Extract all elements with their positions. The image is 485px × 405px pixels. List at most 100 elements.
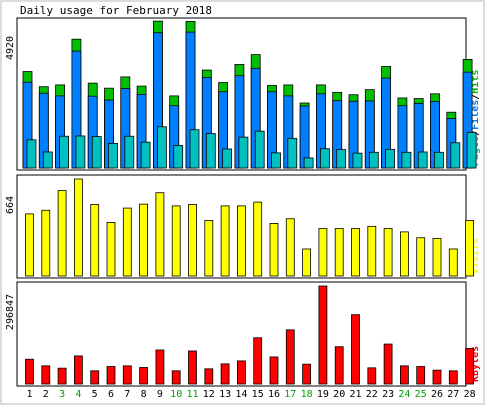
bar-visits-day-10 — [171, 205, 181, 277]
x-tick-label-day-8: 8 — [141, 389, 147, 400]
panel-legend: KBytes — [470, 346, 481, 382]
bar-pages-day-11 — [189, 129, 200, 169]
panel-max-label: 4920 — [5, 36, 16, 60]
x-tick-label-day-11: 11 — [186, 389, 198, 400]
bar-kbytes-day-1 — [25, 358, 34, 385]
x-tick-label-day-12: 12 — [203, 389, 215, 400]
x-tick-label-day-16: 16 — [268, 389, 280, 400]
bar-kbytes-day-24 — [399, 365, 409, 385]
bar-visits-day-28 — [465, 220, 475, 277]
x-tick-label-day-14: 14 — [235, 389, 247, 400]
bar-pages-day-27 — [450, 142, 461, 169]
bar-visits-day-11 — [188, 204, 197, 277]
bar-kbytes-day-10 — [171, 370, 181, 385]
bar-visits-day-2 — [41, 209, 51, 277]
bar-pages-day-19 — [319, 148, 330, 169]
x-tick-label-day-27: 27 — [447, 389, 459, 400]
bar-visits-day-22 — [367, 225, 377, 277]
bar-kbytes-day-12 — [204, 368, 214, 385]
x-tick-label-day-2: 2 — [43, 389, 49, 400]
bar-kbytes-day-16 — [269, 356, 279, 385]
bar-pages-day-28 — [466, 131, 477, 169]
panel-max-label: 296847 — [5, 294, 16, 330]
x-tick-label-day-7: 7 — [124, 389, 130, 400]
x-tick-label-day-6: 6 — [108, 389, 114, 400]
panel-frame — [16, 281, 467, 387]
bar-pages-day-25 — [417, 151, 428, 169]
bar-visits-day-8 — [139, 203, 149, 277]
bar-visits-day-5 — [90, 204, 100, 277]
bar-pages-day-8 — [140, 141, 151, 169]
bar-pages-day-6 — [108, 142, 118, 169]
x-tick-label-day-28: 28 — [464, 389, 476, 400]
bar-pages-day-15 — [254, 130, 265, 169]
bar-visits-day-12 — [204, 220, 214, 277]
x-tick-label-day-15: 15 — [252, 389, 264, 400]
x-tick-label-day-18: 18 — [301, 389, 313, 400]
bar-kbytes-day-22 — [367, 367, 377, 385]
bar-visits-day-17 — [285, 218, 295, 277]
legend-entry: KBytes — [470, 346, 481, 382]
bar-pages-day-9 — [156, 126, 167, 169]
bar-pages-day-20 — [336, 149, 347, 169]
bar-pages-day-7 — [124, 135, 135, 169]
bar-visits-day-14 — [236, 205, 246, 277]
bar-kbytes-day-3 — [57, 367, 67, 385]
bar-pages-day-2 — [42, 151, 53, 169]
bar-kbytes-day-19 — [318, 285, 328, 385]
bar-kbytes-day-2 — [41, 365, 51, 385]
bar-kbytes-day-23 — [383, 343, 393, 385]
bar-pages-day-3 — [59, 135, 69, 169]
bar-kbytes-day-18 — [302, 363, 312, 385]
bar-kbytes-day-17 — [285, 329, 295, 385]
bar-kbytes-day-25 — [416, 366, 426, 385]
x-tick-label-day-4: 4 — [75, 389, 81, 400]
bar-visits-day-6 — [106, 221, 116, 277]
bar-pages-day-14 — [238, 136, 249, 169]
bar-pages-day-10 — [173, 145, 184, 169]
legend-entry: / — [470, 94, 481, 100]
bar-kbytes-day-6 — [106, 366, 116, 385]
bar-kbytes-day-20 — [334, 346, 344, 385]
bar-pages-day-24 — [401, 151, 412, 169]
bar-pages-day-5 — [91, 136, 102, 169]
bar-kbytes-day-9 — [155, 349, 165, 385]
x-tick-label-day-25: 25 — [415, 389, 427, 400]
panel-hits_files_pages: 4920Pages/Files/Hits — [5, 17, 481, 171]
bar-visits-day-23 — [383, 228, 393, 277]
x-axis-day-labels: 1 2 3 4 5 6 7 8 9 10 11 12 13 14 15 16 17 18 19 20 21 22 23 24 2… — [26, 389, 475, 400]
bar-pages-day-1 — [26, 139, 37, 169]
bar-visits-day-26 — [432, 238, 442, 277]
bar-kbytes-day-11 — [188, 350, 197, 385]
bar-visits-day-21 — [351, 228, 360, 277]
x-tick-label-day-26: 26 — [431, 389, 443, 400]
bar-visits-day-9 — [155, 192, 165, 277]
bar-pages-day-12 — [205, 133, 216, 169]
bar-kbytes-day-8 — [139, 367, 149, 385]
bar-kbytes-day-4 — [74, 355, 83, 385]
x-tick-label-day-24: 24 — [398, 389, 410, 400]
bar-pages-day-26 — [434, 151, 444, 169]
x-tick-label-day-21: 21 — [349, 389, 361, 400]
x-tick-label-day-23: 23 — [382, 389, 394, 400]
bar-visits-day-20 — [334, 228, 344, 277]
panel-max-label: 664 — [5, 196, 16, 214]
bar-kbytes-day-13 — [220, 363, 230, 385]
bar-visits-day-18 — [302, 248, 312, 277]
bar-visits-day-24 — [399, 231, 409, 277]
x-tick-label-day-22: 22 — [366, 389, 378, 400]
bar-visits-day-13 — [220, 205, 230, 277]
bar-visits-day-15 — [253, 201, 263, 277]
bar-pages-day-16 — [271, 152, 281, 169]
x-tick-label-day-10: 10 — [170, 389, 182, 400]
bar-kbytes-day-28 — [465, 347, 475, 385]
bar-visits-day-16 — [269, 223, 279, 277]
bar-kbytes-day-27 — [448, 370, 458, 385]
bar-kbytes-day-21 — [351, 314, 360, 385]
bar-visits-day-7 — [122, 207, 132, 277]
panel-kbytes: 296847 KBytes — [5, 281, 481, 387]
bar-kbytes-day-5 — [90, 370, 100, 385]
bar-pages-day-17 — [287, 137, 298, 169]
